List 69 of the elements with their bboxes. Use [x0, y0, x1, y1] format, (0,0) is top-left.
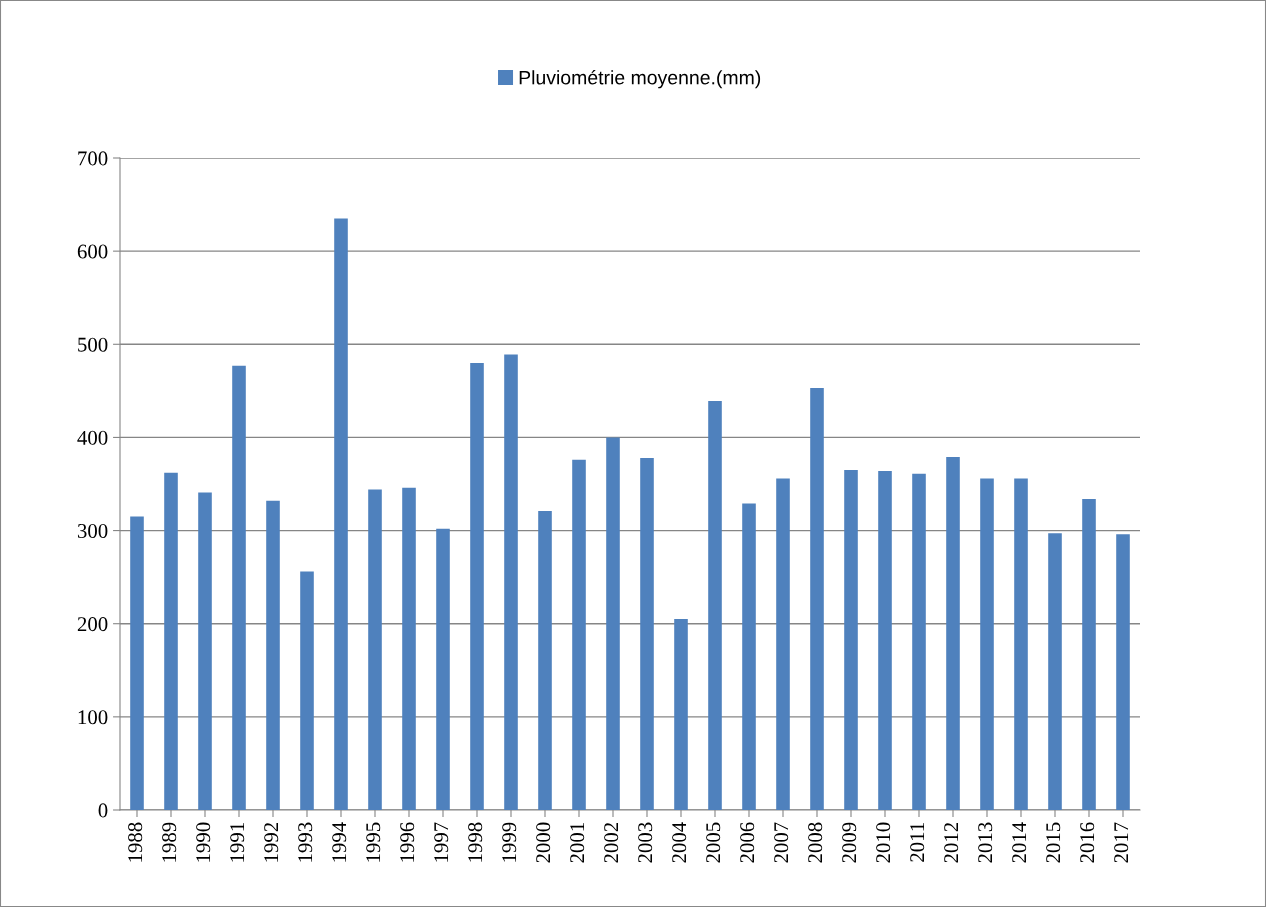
x-tick-label: 2010 [876, 822, 891, 863]
x-tick-label: 1998 [468, 822, 483, 862]
bar [470, 362, 484, 810]
x-tick-label: 2014 [1012, 822, 1027, 863]
x-tick-label: 2006 [740, 822, 755, 863]
bar [674, 619, 688, 810]
x-tick-label: 2005 [706, 822, 721, 863]
bar [538, 511, 552, 810]
legend-label: Pluviométrie moyenne.(mm) [519, 69, 761, 89]
bar [708, 401, 722, 810]
x-tick-label: 2012 [944, 822, 959, 863]
y-tick-label: 700 [78, 151, 108, 166]
bar [1048, 533, 1062, 810]
x-tick-label: 1994 [332, 822, 347, 862]
bar [572, 459, 586, 810]
bar [1116, 534, 1130, 810]
x-tick-label: 2016 [1080, 822, 1095, 863]
bar [912, 473, 926, 810]
bar [606, 437, 620, 810]
bar [198, 492, 212, 810]
x-tick-label: 1996 [400, 822, 415, 862]
bar [878, 470, 892, 810]
x-tick-label: 2003 [638, 822, 653, 863]
y-tick-label: 500 [78, 337, 108, 352]
bar [232, 365, 246, 810]
y-tick-label: 400 [77, 430, 108, 445]
y-tick-label: 100 [78, 710, 108, 725]
x-tick-label: 1997 [434, 822, 449, 862]
x-tick-label: 2004 [672, 822, 687, 863]
bar [368, 489, 382, 810]
x-tick-label: 1995 [366, 822, 381, 862]
bar [810, 388, 824, 810]
bar [504, 354, 518, 810]
x-tick-label: 1991 [230, 823, 245, 862]
bar [300, 571, 314, 810]
bar [946, 456, 960, 810]
x-tick-label: 2011 [910, 823, 925, 862]
bar [402, 487, 416, 810]
x-tick-label: 2009 [842, 822, 857, 863]
x-tick-label: 1992 [264, 822, 279, 862]
y-tick-label: 200 [77, 617, 108, 632]
bar [640, 457, 654, 810]
bar [844, 470, 858, 810]
x-tick-label: 1989 [162, 822, 177, 862]
bar [334, 218, 348, 810]
bar [742, 503, 756, 810]
bar [436, 528, 450, 810]
x-tick-label: 1999 [502, 822, 517, 862]
x-tick-label: 1990 [196, 822, 211, 862]
x-tick-label: 1993 [298, 822, 313, 862]
bar [1082, 498, 1096, 810]
x-tick-label: 2017 [1114, 822, 1129, 863]
y-tick-label: 600 [77, 244, 108, 259]
x-tick-label: 2013 [978, 822, 993, 863]
x-tick-label: 1988 [128, 822, 143, 862]
y-tick-label: 300 [77, 523, 108, 538]
bar [1014, 478, 1028, 810]
bar [130, 516, 144, 810]
bar [980, 478, 994, 810]
x-tick-label: 2007 [774, 822, 789, 863]
bar [164, 472, 178, 810]
bar [266, 500, 280, 810]
x-tick-label: 2002 [604, 822, 619, 863]
x-tick-label: 2015 [1046, 822, 1061, 863]
x-tick-label: 2000 [536, 822, 551, 863]
x-tick-label: 2001 [570, 823, 585, 863]
x-tick-label: 2008 [808, 822, 823, 863]
bar [776, 478, 790, 810]
y-tick-label: 0 [98, 803, 108, 818]
